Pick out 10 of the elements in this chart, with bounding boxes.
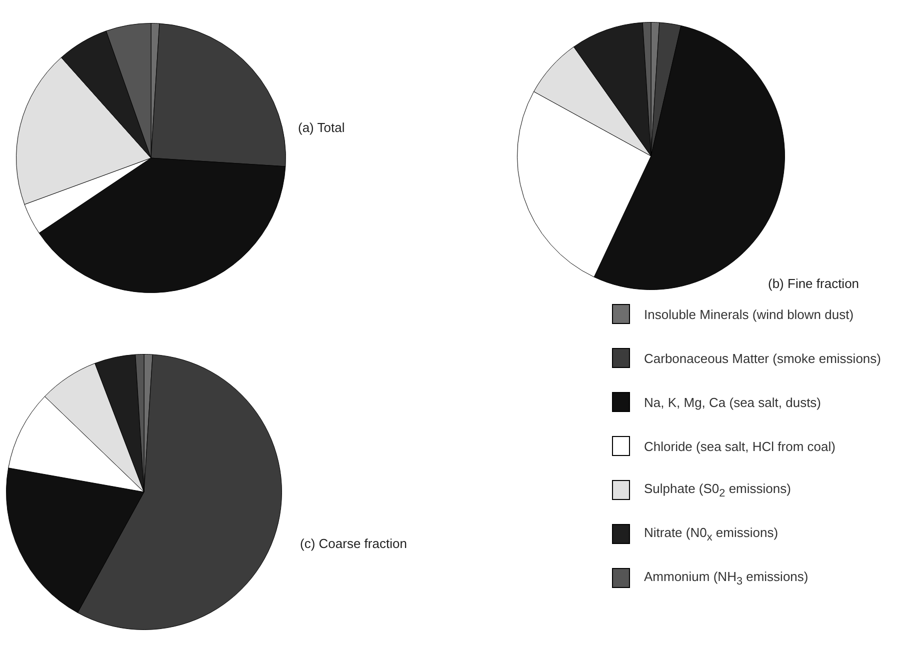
- legend-label: Chloride (sea salt, HCl from coal): [644, 438, 836, 454]
- legend-label: Na, K, Mg, Ca (sea salt, dusts): [644, 394, 822, 410]
- legend-label: Ammonium (NH$_{3}$ emissions): [644, 568, 808, 588]
- text: (b) Fine fraction: [768, 276, 860, 291]
- legend-label: Carbonaceous Matter (smoke emissions): [644, 350, 881, 366]
- text: (c) Coarse fraction: [300, 536, 407, 551]
- text: (a) Total: [298, 120, 345, 135]
- legend-label: Nitrate (N0$_{x}$ emissions): [644, 524, 778, 544]
- legend-label: Sulphate (S0$_{2}$ emissions): [644, 480, 791, 500]
- legend-label: Insoluble Minerals (wind blown dust): [644, 306, 854, 322]
